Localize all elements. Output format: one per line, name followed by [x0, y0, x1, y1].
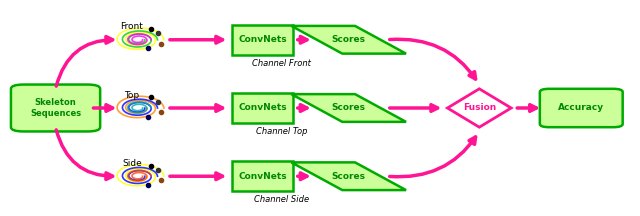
Text: Front: Front	[120, 22, 143, 32]
Polygon shape	[447, 89, 511, 127]
Text: Scores: Scores	[332, 103, 365, 113]
Text: Skeleton
Sequences: Skeleton Sequences	[30, 98, 81, 118]
Text: Accuracy: Accuracy	[558, 103, 604, 113]
Text: Channel Top: Channel Top	[256, 127, 307, 136]
Text: Channel Front: Channel Front	[252, 59, 311, 68]
Polygon shape	[291, 162, 406, 190]
FancyBboxPatch shape	[232, 25, 293, 55]
FancyBboxPatch shape	[232, 161, 293, 191]
Text: ConvNets: ConvNets	[238, 172, 287, 181]
Text: Channel Side: Channel Side	[254, 195, 309, 204]
Text: Scores: Scores	[332, 172, 365, 181]
Text: Fusion: Fusion	[463, 103, 496, 113]
Text: Side: Side	[122, 159, 142, 168]
Text: ConvNets: ConvNets	[238, 35, 287, 44]
Text: Scores: Scores	[332, 35, 365, 44]
Polygon shape	[291, 94, 406, 122]
Text: ConvNets: ConvNets	[238, 103, 287, 113]
Polygon shape	[291, 26, 406, 54]
FancyBboxPatch shape	[11, 84, 100, 132]
FancyBboxPatch shape	[540, 89, 623, 127]
Text: Top: Top	[124, 91, 140, 100]
FancyBboxPatch shape	[232, 93, 293, 123]
